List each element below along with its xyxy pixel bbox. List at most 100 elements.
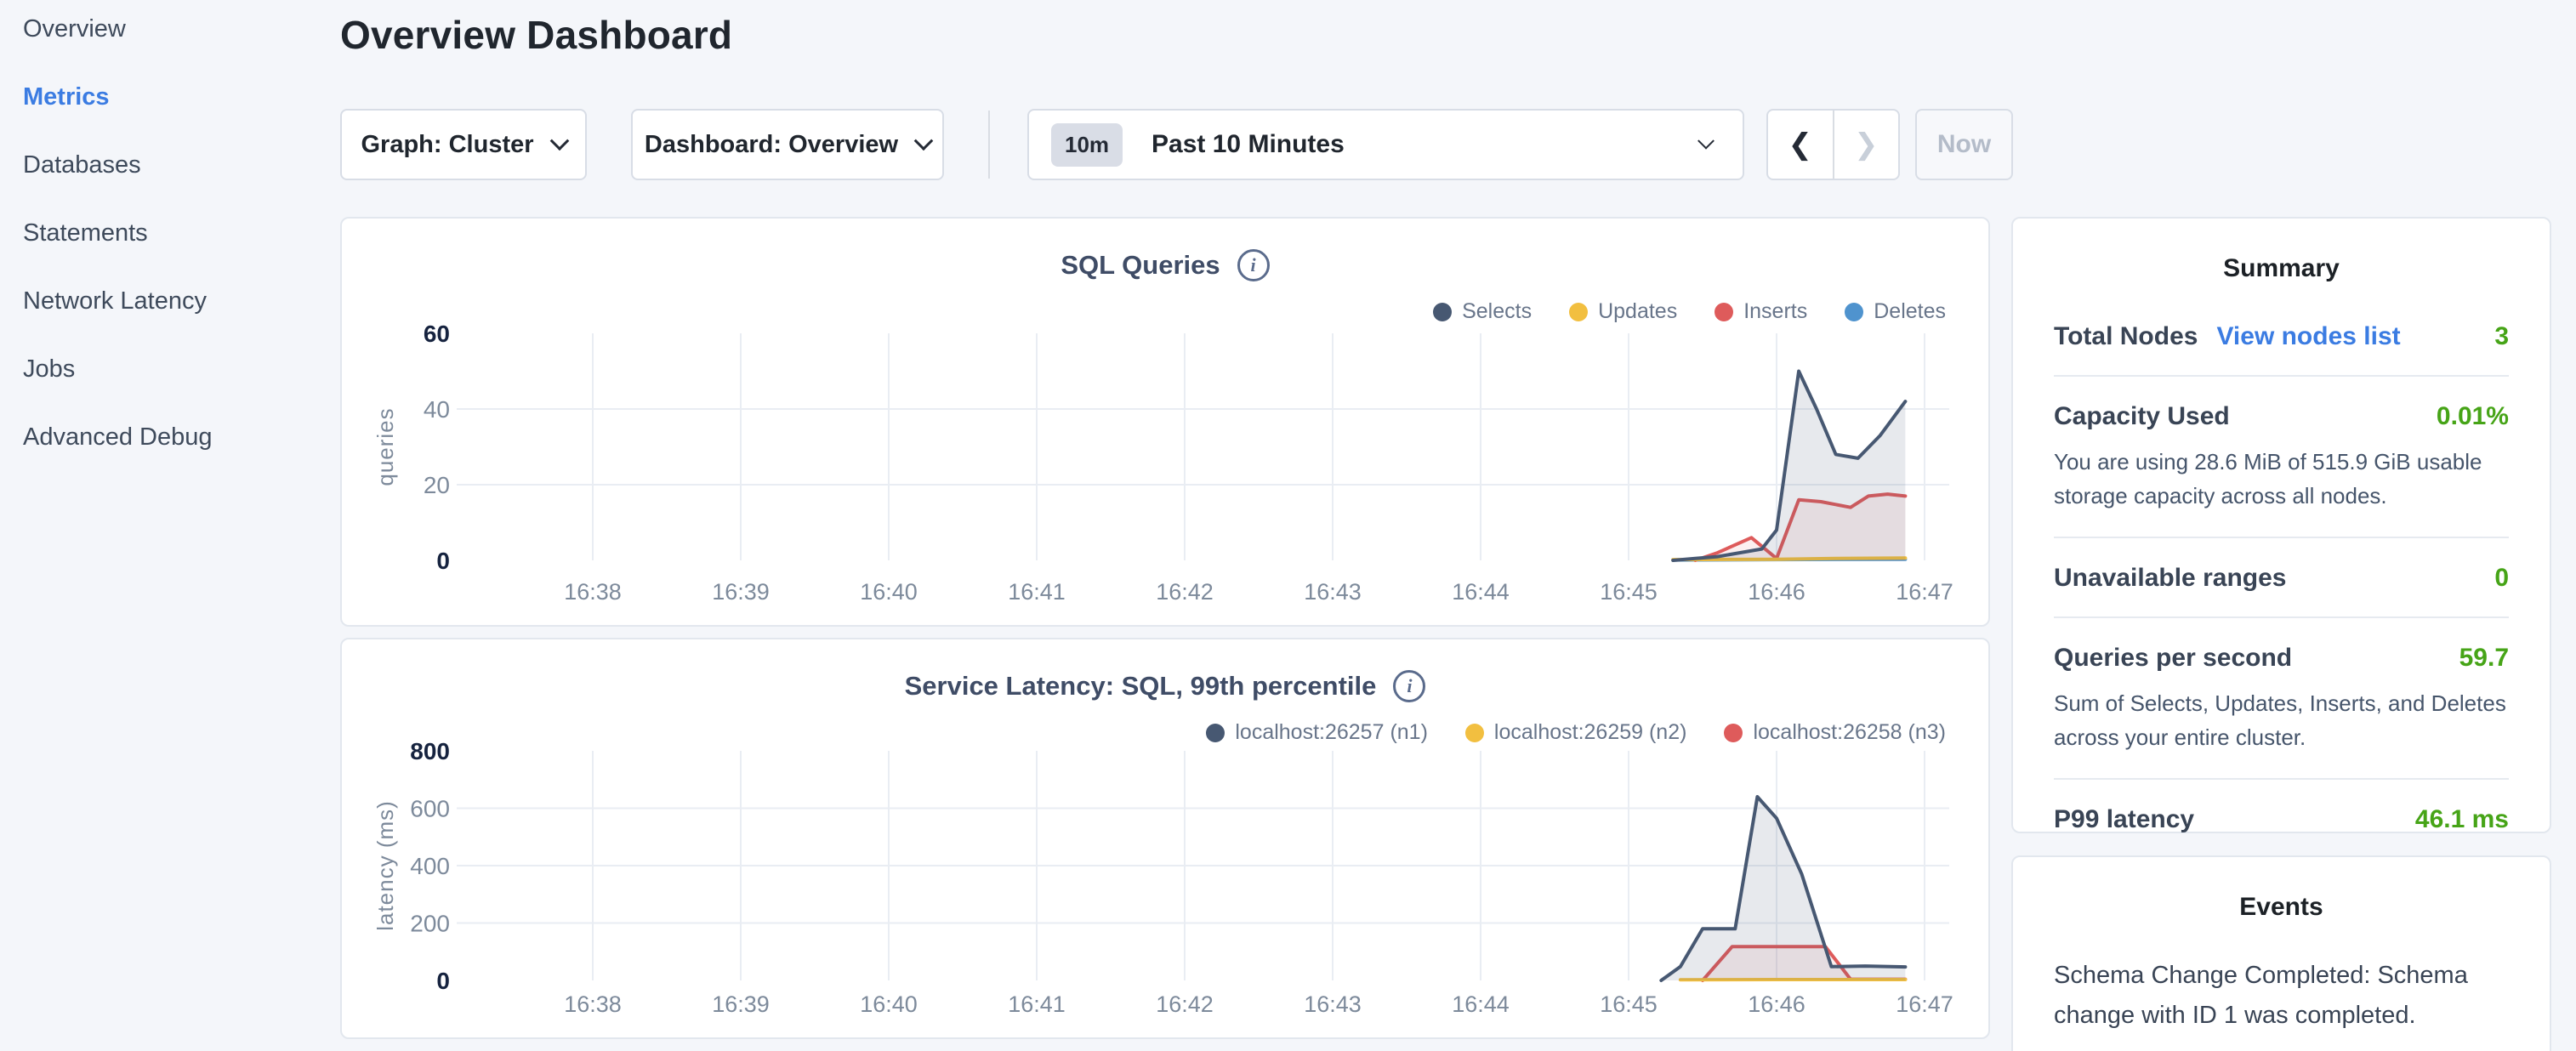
summary-row-label: Unavailable ranges [2054, 564, 2287, 592]
page-title: Overview Dashboard [340, 13, 733, 57]
x-axis-tick: 16:38 [564, 991, 622, 1017]
sidebar-item-overview[interactable]: Overview [23, 15, 126, 43]
y-axis-label: latency (ms) [372, 800, 398, 931]
y-axis-tick: 800 [410, 738, 450, 764]
sidebar-item-metrics[interactable]: Metrics [23, 83, 110, 111]
legend-dot-icon [1464, 723, 1484, 742]
sql-queries-chart-card: SQL Queries i Selects Updates Inserts Delet… [340, 217, 1990, 627]
sidebar-item-network-latency[interactable]: Network Latency [23, 287, 207, 315]
time-back-button[interactable]: ❮ [1768, 111, 1834, 179]
legend-label: Selects [1462, 299, 1533, 323]
legend-item[interactable]: localhost:26258 (n3) [1724, 720, 1946, 745]
series-area [1661, 797, 1906, 980]
x-axis-tick: 16:43 [1304, 579, 1362, 605]
x-axis-tick: 16:40 [860, 579, 918, 605]
series-line [1671, 556, 1908, 562]
legend-dot-icon [1724, 723, 1743, 742]
legend-dot-icon [1206, 723, 1225, 742]
legend-label: localhost:26257 (n1) [1235, 720, 1428, 744]
chevron-right-icon: ❯ [1854, 128, 1879, 161]
time-forward-button[interactable]: ❯ [1834, 111, 1899, 179]
summary-row: Queries per second 59.7 Sum of Selects, Up… [2054, 616, 2509, 778]
legend-item[interactable]: Inserts [1714, 299, 1807, 324]
sidebar-item-advanced-debug[interactable]: Advanced Debug [23, 423, 213, 451]
summary-row-description: Sum of Selects, Updates, Inserts, and De… [2054, 690, 2506, 750]
chevron-down-icon [913, 131, 934, 151]
legend-label: localhost:26259 (n2) [1493, 720, 1687, 744]
sidebar: Overview Metrics Databases Statements Networ… [0, 0, 340, 1051]
legend-label: Updates [1598, 299, 1678, 323]
series-line [1671, 369, 1908, 562]
x-axis-tick: 16:46 [1748, 991, 1805, 1017]
x-axis-tick: 16:44 [1452, 991, 1510, 1017]
legend-label: Deletes [1874, 299, 1946, 323]
sql-queries-plot[interactable]: 16:38 16:39 16:40 16:41 16:42 16:43 16:44 16:45… [342, 219, 1992, 628]
service-latency-chart-card: Service Latency: SQL, 99th percentile i … [340, 638, 1990, 1039]
x-axis-tick: 16:38 [564, 579, 622, 605]
legend-item[interactable]: Deletes [1845, 299, 1946, 324]
summary-rows: Total Nodes View nodes list 3 Capacity Used… [2054, 297, 2509, 858]
dashboard-dropdown[interactable]: Dashboard: Overview [631, 109, 944, 180]
summary-row-value: 0.01% [2436, 402, 2509, 430]
view-nodes-list-link[interactable]: View nodes list [2216, 322, 2401, 350]
event-message: Schema Change Completed: Schema change w… [2054, 962, 2468, 1029]
y-axis-tick: 20 [424, 472, 450, 498]
events-list: Schema Change Completed: Schema change w… [2054, 935, 2509, 1051]
x-axis-tick: 16:42 [1156, 991, 1214, 1017]
chart-title: SQL Queries [1061, 250, 1220, 280]
y-axis-tick: 400 [410, 853, 450, 879]
legend-label: Inserts [1743, 299, 1808, 323]
x-axis-tick: 16:44 [1452, 579, 1510, 605]
now-button-label: Now [1936, 130, 1992, 158]
series-area [1673, 371, 1906, 560]
summary-row-label: Total Nodes [2054, 322, 2198, 350]
legend-item[interactable]: Updates [1569, 299, 1677, 324]
x-axis-tick: 16:41 [1008, 579, 1066, 605]
x-axis-tick: 16:47 [1896, 991, 1953, 1017]
legend-item[interactable]: localhost:26259 (n2) [1464, 720, 1687, 745]
dashboard-dropdown-label: Dashboard: Overview [644, 130, 899, 158]
controls-divider [988, 111, 990, 179]
info-icon[interactable]: i [1393, 670, 1426, 702]
y-axis-tick: 0 [436, 968, 450, 994]
time-range-dropdown[interactable]: 10m Past 10 Minutes [1027, 109, 1744, 180]
x-axis-tick: 16:47 [1896, 579, 1953, 605]
chart-legend: localhost:26257 (n1) localhost:26259 (n2)… [1206, 720, 1946, 745]
series-line [1659, 795, 1908, 982]
sidebar-item-statements[interactable]: Statements [23, 219, 148, 247]
legend-item[interactable]: Selects [1433, 299, 1532, 324]
summary-row-value: 0 [2494, 564, 2509, 592]
x-axis-tick: 16:43 [1304, 991, 1362, 1017]
now-button[interactable]: Now [1915, 109, 2013, 180]
chevron-down-icon [1697, 132, 1714, 150]
time-step-buttons: ❮ ❯ [1766, 109, 1900, 180]
summary-row: Unavailable ranges 0 [2054, 537, 2509, 616]
series-area [1703, 946, 1906, 980]
summary-row: Capacity Used 0.01% You are using 28.6 MiB… [2054, 375, 2509, 537]
legend-item[interactable]: localhost:26257 (n1) [1206, 720, 1428, 745]
y-axis-label: queries [372, 407, 398, 486]
x-axis-tick: 16:42 [1156, 579, 1214, 605]
x-axis-tick: 16:39 [712, 991, 770, 1017]
y-axis-tick: 200 [410, 911, 450, 937]
x-axis-tick: 16:45 [1600, 991, 1658, 1017]
info-icon[interactable]: i [1237, 249, 1270, 281]
graph-scope-dropdown[interactable]: Graph: Cluster [340, 109, 587, 180]
summary-row-label: P99 latency [2054, 805, 2195, 833]
legend-dot-icon [1845, 302, 1864, 321]
sidebar-item-jobs[interactable]: Jobs [23, 355, 76, 383]
graph-scope-dropdown-label: Graph: Cluster [361, 130, 534, 158]
summary-row-label: Queries per second [2054, 644, 2293, 672]
y-axis-tick: 600 [410, 796, 450, 822]
sidebar-item-databases[interactable]: Databases [23, 151, 141, 179]
series-line [1693, 492, 1908, 562]
event-timestamp: May 13, 2020 at 4:45 PM [2054, 1048, 2509, 1051]
chart-title: Service Latency: SQL, 99th percentile [904, 671, 1377, 701]
summary-row-value: 3 [2494, 322, 2509, 350]
chart-legend: Selects Updates Inserts Deletes [1433, 299, 1946, 324]
summary-row-value: 59.7 [2459, 644, 2509, 672]
event-item[interactable]: Schema Change Completed: Schema change w… [2054, 935, 2509, 1051]
service-latency-plot[interactable]: 16:38 16:39 16:40 16:41 16:42 16:43 16:44 16:45… [342, 639, 1992, 1041]
y-axis-tick: 0 [436, 548, 450, 574]
summary-row: P99 latency 46.1 ms [2054, 778, 2509, 858]
